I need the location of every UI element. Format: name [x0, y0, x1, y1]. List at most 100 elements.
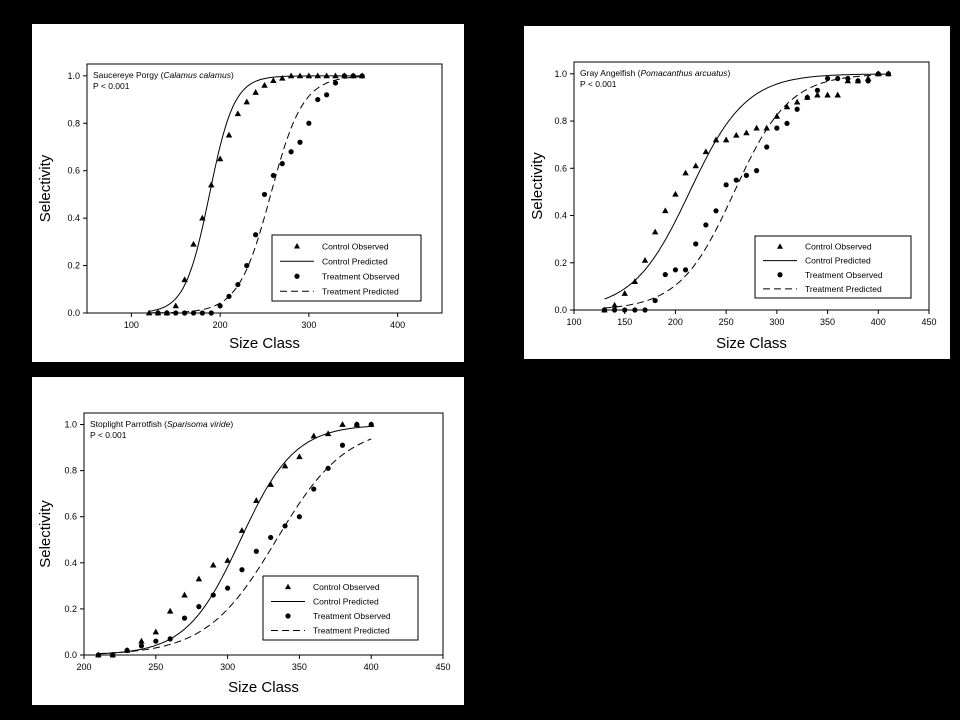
plot-frame	[86, 63, 443, 314]
treatment-observed-point	[325, 465, 331, 471]
treatment-observed-point	[875, 71, 881, 77]
treatment-observed-point	[804, 94, 810, 101]
x-tick-label: 100	[124, 320, 139, 330]
treatment-observed-point	[306, 120, 312, 126]
treatment-observed-point	[743, 172, 750, 178]
legend-triangle-marker	[776, 243, 784, 249]
legend-label: Control Observed	[322, 241, 389, 251]
control-observed-point	[181, 276, 188, 283]
control-observed-point	[611, 301, 618, 308]
chart-title: Saucereye Porgy (Calamus calamus)	[93, 70, 234, 80]
x-tick-label: 350	[292, 662, 307, 672]
control-observed-point	[324, 430, 332, 437]
treatment-observed-point	[110, 652, 116, 658]
control-observed-point	[332, 72, 339, 79]
treatment-observed-point	[196, 604, 202, 610]
title-close: )	[230, 419, 233, 429]
y-tick-label: 0.4	[64, 558, 77, 568]
treatment-observed-point	[723, 182, 729, 188]
x-axis-label: Size Class	[716, 335, 787, 352]
treatment-observed-point	[173, 310, 179, 316]
control-observed-point	[224, 557, 231, 563]
control-observed-point	[753, 124, 760, 131]
legend-triangle-marker	[293, 243, 301, 249]
control-observed-point	[261, 81, 268, 88]
treatment-observed-point	[350, 73, 356, 79]
control-predicted-line	[98, 425, 372, 655]
treatment-observed-point	[124, 647, 130, 653]
treatment-observed-point	[261, 191, 268, 198]
y-tick-label: 0.8	[67, 118, 80, 128]
control-observed-point	[208, 181, 215, 188]
control-observed-point	[631, 278, 639, 285]
treatment-observed-point	[693, 241, 699, 247]
p-value-label: P < 0.001	[580, 79, 617, 89]
treatment-observed-point	[199, 310, 205, 316]
treatment-observed-point	[167, 636, 173, 642]
legend-circle-marker	[285, 613, 291, 619]
legend-circle-marker	[777, 272, 783, 278]
treatment-observed-point	[311, 486, 317, 492]
treatment-observed-point	[713, 208, 719, 214]
control-observed-point	[641, 257, 649, 263]
control-observed-point	[253, 497, 260, 503]
treatment-observed-point	[138, 643, 145, 649]
control-observed-point	[672, 190, 679, 197]
control-observed-point	[733, 131, 740, 138]
treatment-observed-point	[297, 139, 303, 145]
title-scientific-name: Sparisoma viride	[167, 419, 231, 429]
treatment-observed-point	[244, 262, 250, 269]
treatment-observed-point	[885, 71, 892, 77]
control-observed-point	[773, 112, 781, 119]
chart-angelfish: 100 150 200 250 300 350 400 450 0.0 0.2 0.4 0.6 0.8 1…	[529, 61, 937, 352]
legend-label: Control Predicted	[322, 256, 388, 266]
treatment-observed-point	[225, 585, 231, 591]
y-axis-label: Selectivity	[529, 152, 546, 220]
title-scientific-name: Calamus calamus	[163, 70, 231, 80]
control-observed-point	[793, 98, 801, 105]
control-observed-point	[287, 72, 295, 79]
treatment-observed-point	[182, 310, 188, 316]
title-common-name: Stoplight Parrotfish (	[90, 419, 167, 429]
legend-label: Control Predicted	[805, 256, 871, 266]
control-observed-point	[210, 561, 217, 568]
treatment-observed-point	[652, 297, 658, 304]
y-tick-label: 1.0	[64, 420, 77, 430]
x-tick-label: 450	[921, 317, 936, 327]
treatment-observed-point	[753, 168, 760, 174]
legend-label: Treatment Predicted	[322, 286, 399, 296]
legend-box	[271, 234, 422, 302]
control-observed-point	[166, 607, 174, 614]
treatment-observed-point	[354, 421, 360, 428]
treatment-observed-point	[95, 652, 101, 658]
p-value-label: P < 0.001	[90, 430, 127, 440]
control-observed-point	[216, 155, 224, 162]
control-observed-point	[824, 91, 831, 98]
control-observed-point	[181, 591, 188, 598]
x-tick-label: 100	[566, 317, 581, 327]
legend-label: Control Observed	[805, 242, 872, 252]
treatment-observed-point	[181, 615, 188, 621]
legend-label: Control Observed	[313, 582, 380, 592]
chart-panel-angelfish: 100 150 200 250 300 350 400 450 0.0 0.2 0.4 0.6 0.8 1…	[524, 26, 950, 359]
treatment-observed-point	[611, 307, 618, 313]
control-observed-point	[243, 98, 250, 105]
treatment-observed-point	[239, 567, 245, 573]
treatment-observed-point	[764, 144, 770, 150]
legend-label: Control Predicted	[313, 596, 379, 606]
plot-frame	[83, 412, 444, 656]
x-tick-label: 250	[719, 317, 734, 327]
control-observed-point	[234, 110, 242, 117]
y-tick-label: 1.0	[554, 69, 567, 79]
treatment-observed-point	[703, 222, 709, 228]
control-observed-point	[279, 74, 286, 81]
treatment-observed-point	[288, 149, 294, 155]
treatment-observed-point	[682, 267, 689, 273]
treatment-observed-point	[270, 172, 276, 179]
plot-frame	[573, 61, 930, 311]
x-tick-label: 400	[390, 320, 405, 330]
control-observed-point	[145, 309, 153, 316]
control-observed-point	[199, 214, 206, 221]
control-observed-point	[225, 131, 233, 138]
control-observed-point	[323, 72, 330, 79]
